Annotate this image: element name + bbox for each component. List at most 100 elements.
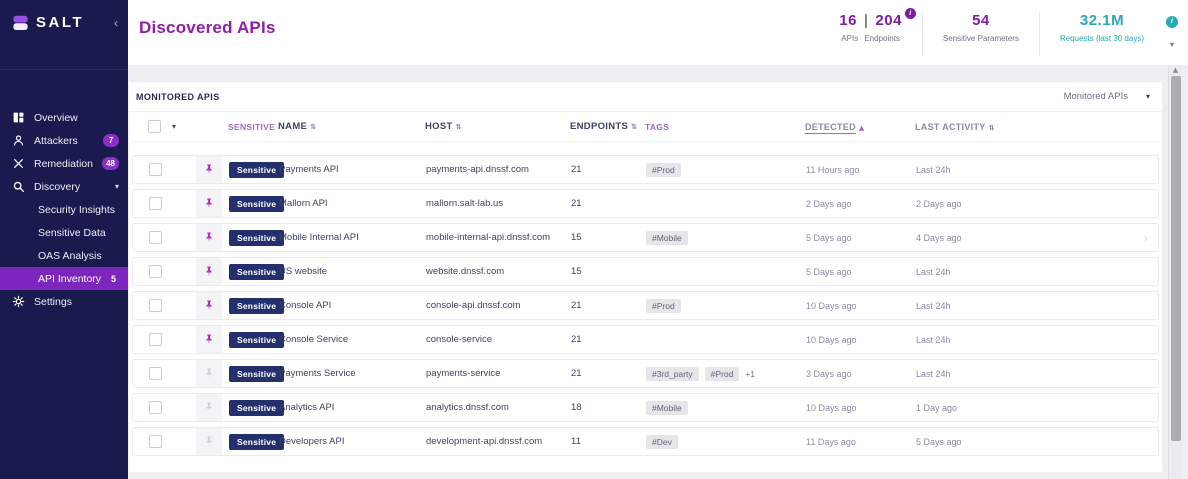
last-activity-value: 1 Day ago (916, 402, 958, 413)
api-name[interactable]: Console API (279, 300, 332, 311)
table-header: ▾ SENSITIVE NAME ⇅ HOST ⇅ ENDPOINTS ⇅ TAGS … (132, 112, 1159, 142)
sidebar-item-discovery[interactable]: Discovery ▾ (0, 175, 128, 198)
tag-chip[interactable]: #Prod (646, 162, 681, 177)
column-header-last-activity[interactable]: LAST ACTIVITY ⇅ (915, 121, 995, 132)
tag-chip[interactable]: #Mobile (646, 230, 688, 245)
last-activity-value: Last 24h (916, 164, 951, 175)
sidebar-item-security-insights[interactable]: Security Insights (0, 198, 128, 221)
column-header-detected[interactable]: DETECTED ▲ (805, 121, 865, 134)
last-activity-value: Last 24h (916, 266, 951, 277)
gear-icon (11, 294, 26, 309)
api-name[interactable]: Analytics API (279, 402, 335, 413)
sort-asc-icon: ▲ (858, 123, 865, 132)
api-name[interactable]: Mallorn API (279, 198, 328, 209)
row-checkbox[interactable] (149, 197, 162, 210)
row-checkbox[interactable] (149, 299, 162, 312)
sensitive-parameters-value: 54 (972, 12, 990, 29)
info-icon[interactable]: i (904, 8, 916, 19)
sidebar-item-label: Sensitive Data (38, 226, 106, 239)
pin-icon[interactable] (203, 298, 215, 313)
row-checkbox[interactable] (149, 163, 162, 176)
table-row[interactable]: Sensitive Payments API payments-api.dnss… (132, 155, 1159, 184)
api-name[interactable]: US website (279, 266, 328, 277)
pin-icon[interactable] (203, 230, 215, 245)
sidebar-item-settings[interactable]: Settings (0, 290, 128, 313)
scroll-up-icon[interactable]: ▲ (1172, 66, 1179, 74)
column-header-tags: TAGS (645, 121, 670, 132)
api-host: mallorn.salt-lab.us (426, 198, 504, 209)
sidebar-item-sensitive-data[interactable]: Sensitive Data (0, 221, 128, 244)
endpoints-count: 15 (571, 232, 582, 243)
pin-icon[interactable] (203, 434, 215, 449)
api-name[interactable]: Mobile Internal API (279, 232, 359, 243)
pin-icon[interactable] (203, 196, 215, 211)
pin-icon[interactable] (203, 162, 215, 177)
tag-chip[interactable]: #Dev (646, 434, 678, 449)
pin-icon[interactable] (203, 332, 215, 347)
vertical-scrollbar[interactable]: ▲ (1168, 65, 1182, 479)
api-name[interactable]: Payments Service (279, 368, 356, 379)
chevron-down-icon[interactable]: ▾ (1169, 40, 1174, 49)
endpoints-count: 11 (571, 436, 581, 447)
stat-requests: 32.1M Requests (last 30 days) (1038, 12, 1164, 56)
pin-icon[interactable] (203, 264, 215, 279)
sensitive-badge: Sensitive (229, 331, 285, 348)
detected-value: 10 Days ago (806, 300, 857, 311)
row-checkbox[interactable] (149, 231, 162, 244)
sidebar-item-remediation[interactable]: Remediation 48 (0, 152, 128, 175)
select-all-checkbox[interactable] (148, 120, 161, 133)
monitored-apis-dropdown[interactable]: Monitored APIs ▾ (1064, 91, 1150, 102)
sidebar-item-label: Remediation (34, 157, 93, 170)
requests-value: 32.1M (1079, 12, 1125, 29)
sensitive-badge: Sensitive (229, 161, 285, 178)
info-icon[interactable]: i (1166, 16, 1178, 28)
pin-icon[interactable] (203, 366, 215, 381)
api-name[interactable]: Payments API (279, 164, 339, 175)
sidebar-collapse-icon[interactable]: ‹ (114, 15, 118, 30)
topbar: Discovered APIs 16 | 204 i APIs Endpoints … (128, 0, 1188, 65)
table-row[interactable]: Sensitive Mallorn API mallorn.salt-lab.u… (132, 189, 1159, 218)
column-header-endpoints[interactable]: ENDPOINTS ⇅ (570, 121, 638, 132)
table-row[interactable]: Sensitive Analytics API analytics.dnssf.… (132, 393, 1159, 422)
attacker-person-icon (11, 133, 26, 148)
api-name[interactable]: Developers API (279, 436, 345, 447)
table-row[interactable]: Sensitive Console API console-api.dnssf.… (132, 291, 1159, 320)
table-body: Sensitive Payments API payments-api.dnss… (129, 155, 1162, 456)
scrollbar-thumb[interactable] (1171, 76, 1181, 441)
table-row[interactable]: Sensitive Console Service console-servic… (132, 325, 1159, 354)
tag-chip[interactable]: #Prod (646, 298, 681, 313)
endpoints-count: 21 (571, 164, 582, 175)
pin-icon[interactable] (203, 400, 215, 415)
sort-icon: ⇅ (631, 123, 638, 131)
chevron-right-icon: › (1143, 230, 1148, 245)
logo: SALT ‹ (0, 0, 128, 45)
tag-chip[interactable]: #3rd_party (646, 366, 699, 381)
column-header-host[interactable]: HOST ⇅ (425, 121, 462, 132)
tags-overflow[interactable]: +1 (745, 368, 756, 379)
sensitive-badge: Sensitive (229, 229, 285, 246)
stat-sensitive-parameters: 54 Sensitive Parameters (921, 12, 1039, 56)
api-name[interactable]: Console Service (279, 334, 349, 345)
endpoints-label: Endpoints (864, 34, 900, 43)
table-row[interactable]: Sensitive Mobile Internal API mobile-int… (132, 223, 1159, 252)
sidebar-item-oas-analysis[interactable]: OAS Analysis (0, 244, 128, 267)
row-checkbox[interactable] (149, 367, 162, 380)
table-row[interactable]: Sensitive US website website.dnssf.com 1… (132, 257, 1159, 286)
table-row[interactable]: Sensitive Payments Service payments-serv… (132, 359, 1159, 388)
sidebar-item-label: API Inventory (38, 272, 102, 285)
column-header-name[interactable]: NAME ⇅ (278, 121, 317, 132)
sidebar: SALT ‹ Overview Attackers 7 Remediation … (0, 0, 128, 479)
tag-chip[interactable]: #Mobile (646, 400, 688, 415)
table-row[interactable]: Sensitive Developers API development-api… (132, 427, 1159, 456)
row-checkbox[interactable] (149, 333, 162, 346)
chevron-down-icon[interactable]: ▾ (172, 122, 177, 131)
sidebar-item-attackers[interactable]: Attackers 7 (0, 129, 128, 152)
row-checkbox[interactable] (149, 435, 162, 448)
sidebar-item-label: OAS Analysis (38, 249, 102, 262)
row-checkbox[interactable] (149, 401, 162, 414)
tag-chip[interactable]: #Prod (704, 366, 740, 381)
sidebar-item-overview[interactable]: Overview (0, 106, 128, 129)
row-checkbox[interactable] (149, 265, 162, 278)
chevron-down-icon: ▾ (114, 182, 119, 191)
sidebar-item-api-inventory[interactable]: API Inventory 5 (0, 267, 128, 290)
